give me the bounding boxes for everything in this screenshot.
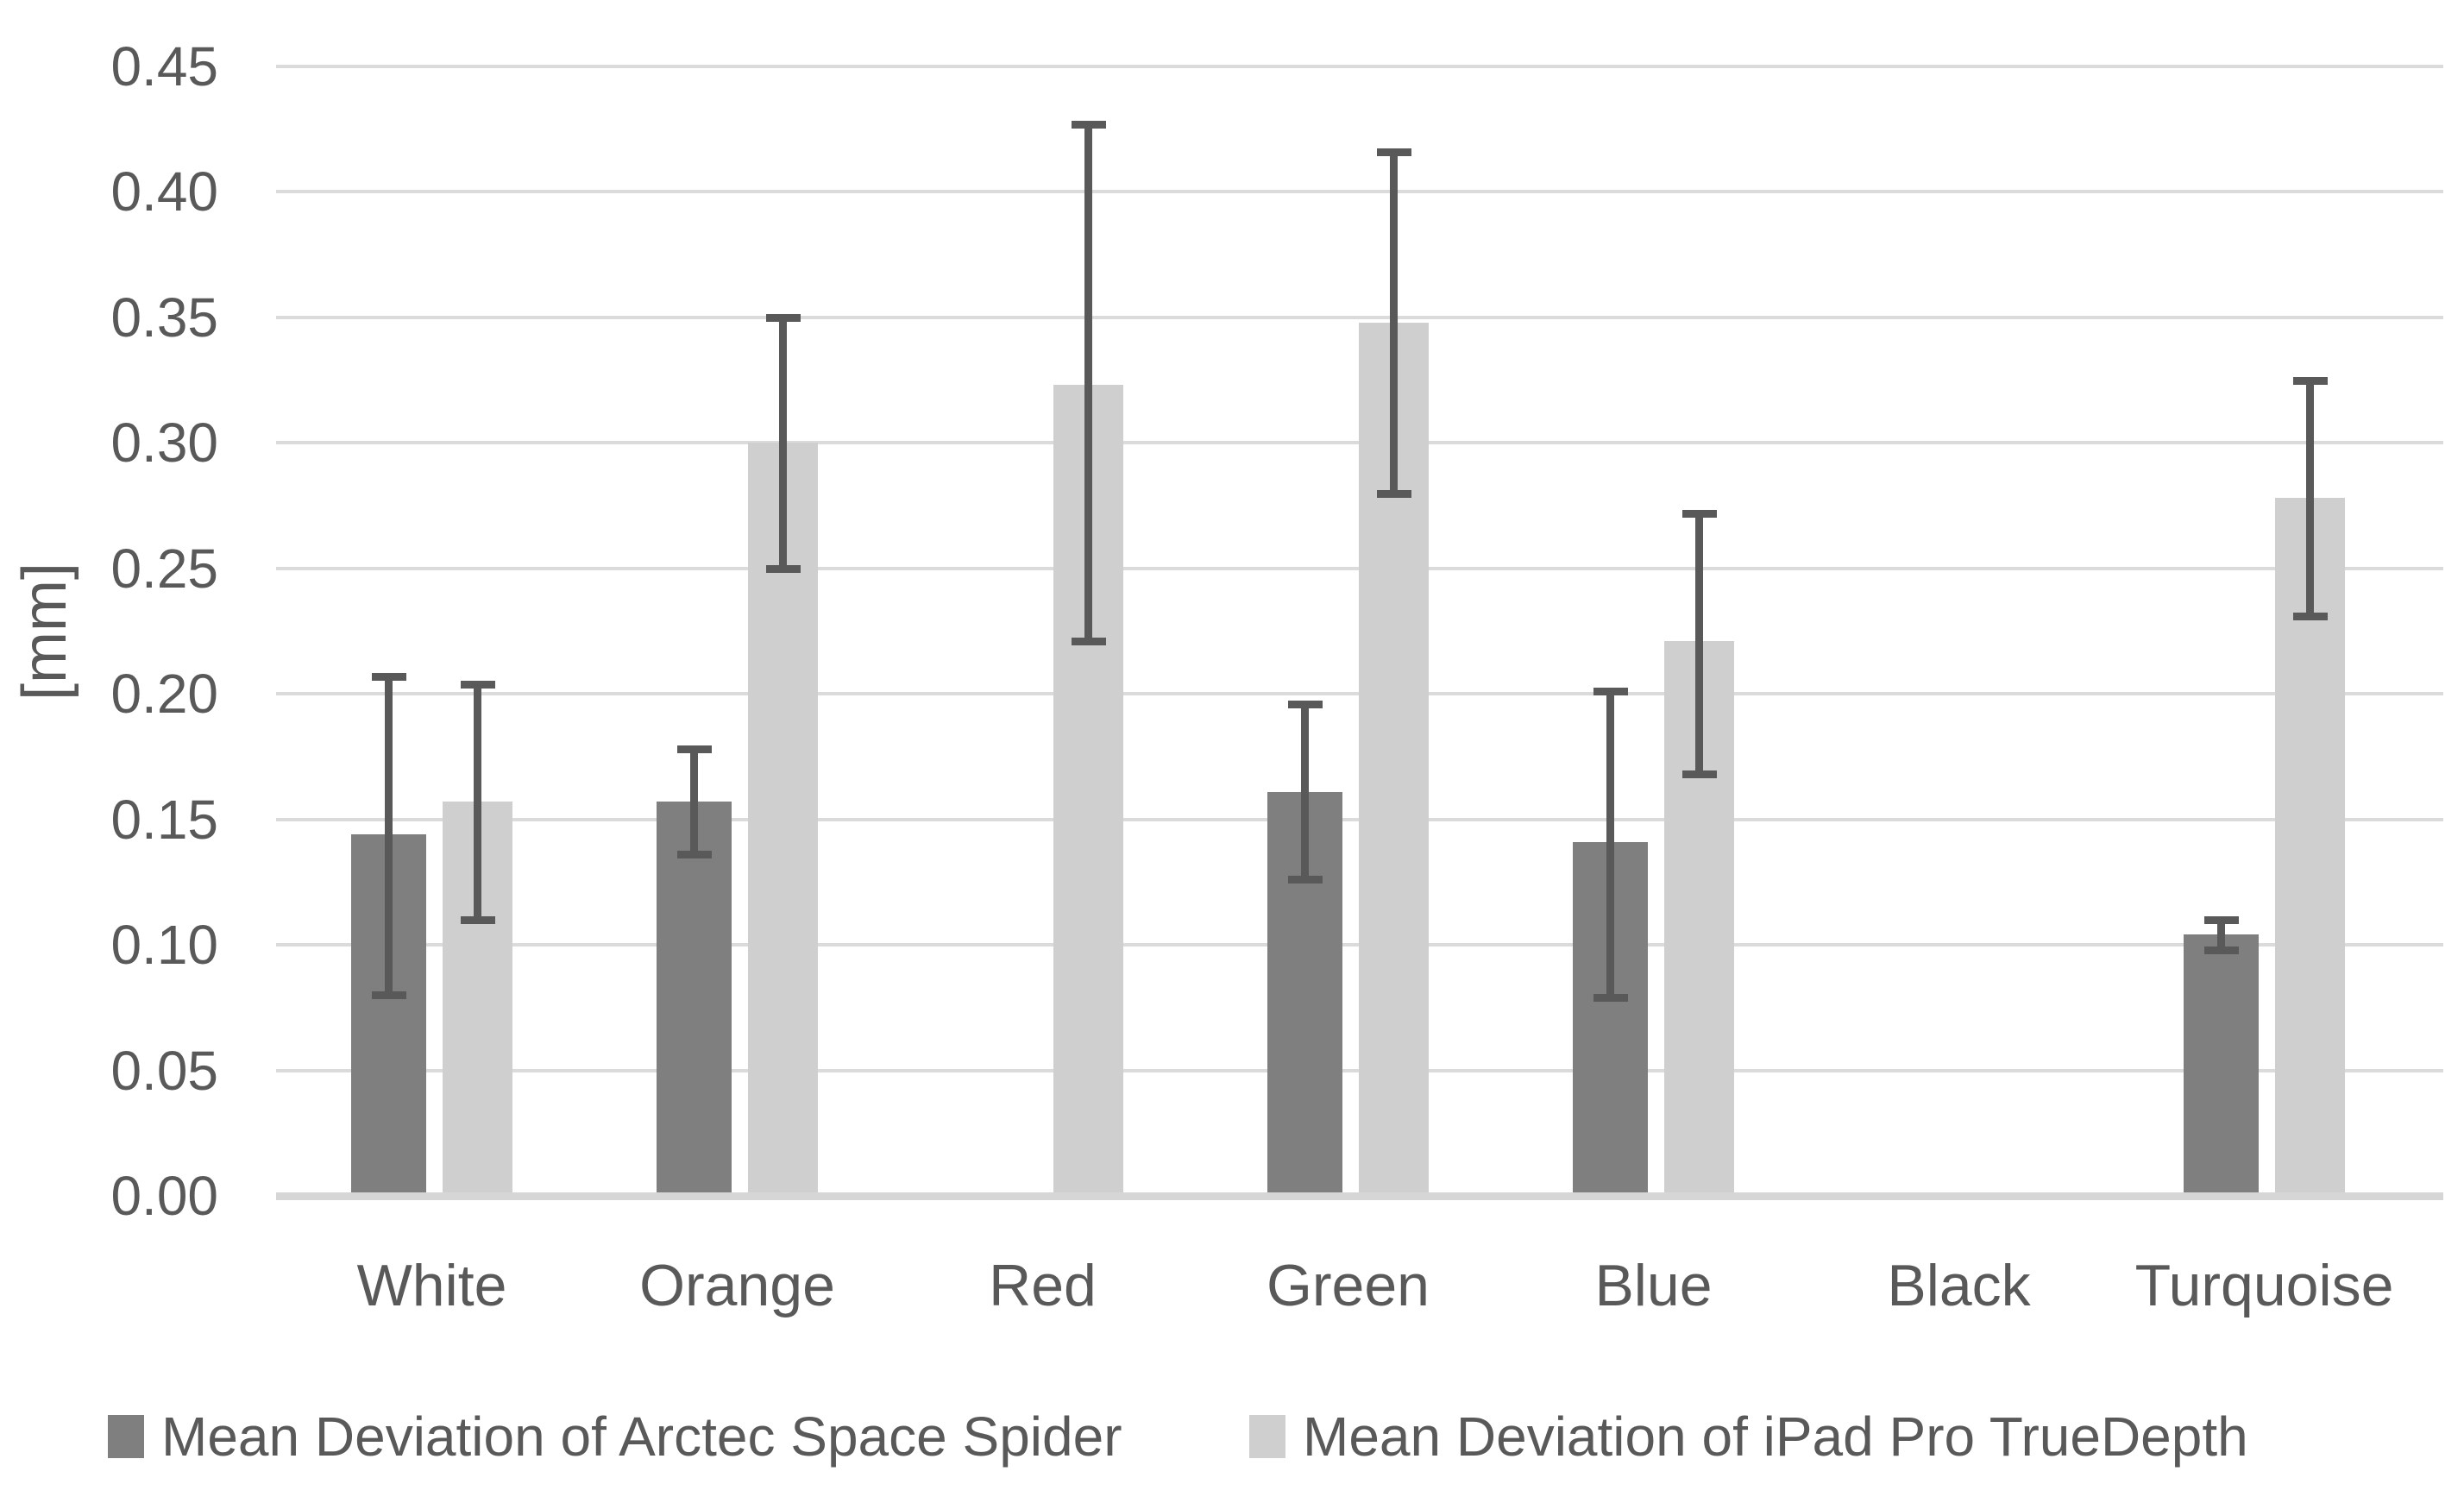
error-bar-cap-top xyxy=(2203,916,2239,925)
error-bar-cap-bottom xyxy=(1376,489,1411,498)
error-bar xyxy=(779,317,787,569)
y-axis-tick-label: 0.45 xyxy=(110,35,218,98)
error-bar-cap-bottom xyxy=(2292,613,2328,621)
y-axis-tick-label: 0.35 xyxy=(110,286,218,349)
bar-orange-space-spider xyxy=(657,802,732,1196)
error-bar xyxy=(474,683,481,921)
y-axis-tick-label: 0.00 xyxy=(110,1165,218,1227)
error-bar-cap-bottom xyxy=(1681,770,1717,779)
error-bar-cap-bottom xyxy=(1071,638,1106,646)
error-bar-cap-top xyxy=(1681,509,1717,518)
gridline xyxy=(276,315,2443,319)
error-bar-cap-bottom xyxy=(1593,994,1628,1003)
error-bar-cap-bottom xyxy=(1287,876,1323,884)
y-axis-tick-label: 0.05 xyxy=(110,1039,218,1102)
error-bar xyxy=(385,676,393,996)
error-bar-cap-top xyxy=(2292,376,2328,385)
error-bar-cap-bottom xyxy=(676,851,712,859)
x-axis-label-orange: Orange xyxy=(639,1253,835,1318)
legend-label-space-spider: Mean Deviation of Arctec Space Spider xyxy=(161,1406,1122,1468)
y-axis-tick-label: 0.25 xyxy=(110,537,218,600)
y-axis-tick-label: 0.30 xyxy=(110,412,218,475)
error-bar-cap-top xyxy=(765,313,801,322)
error-bar-cap-bottom xyxy=(371,991,406,1000)
error-bar-cap-top xyxy=(676,745,712,754)
error-bar-cap-bottom xyxy=(765,564,801,573)
error-bar-cap-top xyxy=(460,680,495,689)
error-bar xyxy=(1695,513,1703,775)
error-bar xyxy=(1390,151,1398,494)
x-axis-label-black: Black xyxy=(1887,1253,2031,1318)
error-bar xyxy=(1301,703,1309,880)
error-bar-cap-top xyxy=(371,672,406,681)
error-bar-cap-top xyxy=(1376,148,1411,156)
y-axis-tick-label: 0.40 xyxy=(110,160,218,223)
error-bar-cap-top xyxy=(1071,120,1106,129)
error-bar xyxy=(1084,123,1092,642)
y-axis-tick-label: 0.20 xyxy=(110,663,218,726)
x-axis-label-green: Green xyxy=(1267,1253,1430,1318)
error-bar xyxy=(690,749,698,855)
error-bar xyxy=(1606,691,1614,998)
gridline xyxy=(276,190,2443,194)
x-axis-label-turquoise: Turquoise xyxy=(2134,1253,2394,1318)
legend-swatch-space-spider xyxy=(108,1415,144,1458)
error-bar-cap-bottom xyxy=(460,916,495,925)
error-bar-cap-top xyxy=(1287,700,1323,708)
y-axis-tick-label: 0.15 xyxy=(110,788,218,851)
gridline xyxy=(276,65,2443,69)
error-bar xyxy=(2306,380,2314,617)
legend-label-ipad: Mean Deviation of iPad Pro TrueDepth xyxy=(1303,1406,2248,1468)
error-bar-cap-top xyxy=(1593,688,1628,696)
y-axis-tick-label: 0.10 xyxy=(110,914,218,977)
legend-swatch-ipad xyxy=(1249,1415,1285,1458)
x-axis-label-white: White xyxy=(356,1253,507,1318)
bar-turquoise-space-spider xyxy=(2184,934,2259,1196)
x-axis-label-red: Red xyxy=(989,1253,1097,1318)
error-bar-cap-bottom xyxy=(2203,946,2239,954)
x-axis-label-blue: Blue xyxy=(1594,1253,1713,1318)
x-axis-line xyxy=(276,1192,2443,1200)
error-bar xyxy=(2217,920,2225,950)
